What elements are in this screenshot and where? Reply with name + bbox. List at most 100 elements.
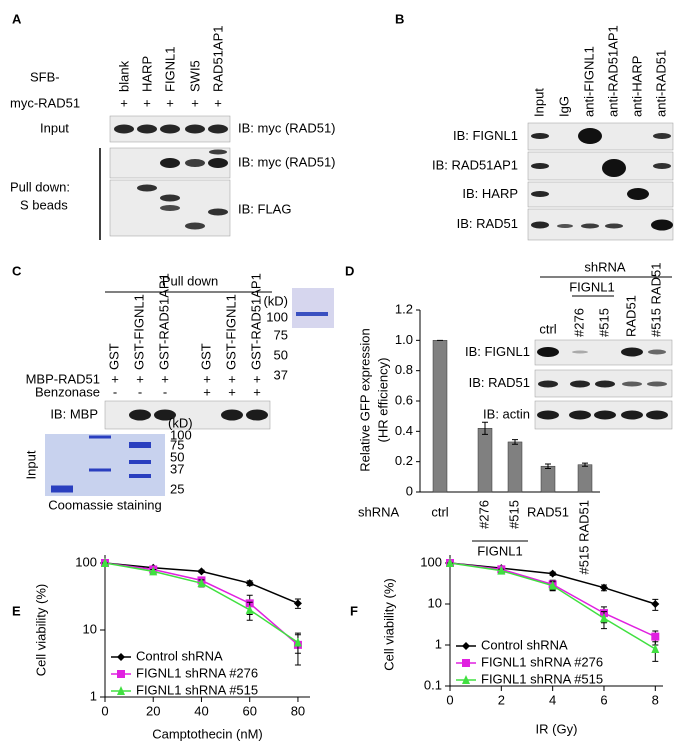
band bbox=[621, 347, 643, 357]
sign: - bbox=[113, 384, 117, 399]
gel-band bbox=[129, 474, 151, 478]
band bbox=[154, 409, 176, 421]
panel-label: A bbox=[12, 11, 22, 26]
gel-band bbox=[296, 312, 328, 316]
marker bbox=[599, 583, 608, 592]
legend-label: FIGNL1 shRNA #515 bbox=[136, 682, 258, 697]
bar bbox=[540, 465, 556, 493]
x-tick-label: ctrl bbox=[431, 504, 448, 519]
sign: + bbox=[111, 371, 119, 386]
band bbox=[605, 223, 623, 229]
error-bar bbox=[512, 439, 518, 445]
marker bbox=[197, 578, 206, 588]
marker bbox=[651, 600, 660, 608]
blot-label: IB: myc (RAD51) bbox=[238, 120, 336, 135]
panel-label: E bbox=[12, 603, 21, 618]
row-label: SFB- bbox=[30, 69, 60, 84]
band bbox=[129, 409, 151, 421]
lane-label: FIGNL1 bbox=[162, 46, 177, 92]
blot bbox=[527, 208, 674, 241]
band bbox=[621, 410, 643, 420]
y-tick-label: 0.4 bbox=[395, 423, 413, 438]
sign: + bbox=[203, 384, 211, 399]
sign: + bbox=[228, 371, 236, 386]
y-axis-label: Cell viability (%) bbox=[381, 578, 396, 670]
gel-band bbox=[129, 442, 151, 448]
gel-band bbox=[129, 460, 151, 464]
marker bbox=[651, 643, 660, 653]
marker bbox=[245, 604, 254, 614]
blot-label: IB: myc (RAD51) bbox=[238, 154, 336, 169]
sign: - bbox=[138, 384, 142, 399]
band bbox=[653, 133, 671, 139]
band bbox=[531, 191, 549, 197]
marker bbox=[462, 675, 470, 684]
band bbox=[578, 128, 602, 144]
band bbox=[557, 224, 573, 228]
panel-label: B bbox=[395, 11, 404, 26]
marker bbox=[293, 637, 302, 647]
lane-label: SWI5 bbox=[187, 60, 202, 92]
marker bbox=[548, 569, 557, 578]
y-tick-label: 10 bbox=[83, 621, 97, 636]
y-axis-label: (HR efficiency) bbox=[375, 357, 390, 442]
gel-label: (kD) bbox=[168, 415, 193, 430]
band bbox=[622, 381, 642, 387]
band bbox=[114, 124, 134, 134]
blot-label: IB: FLAG bbox=[238, 201, 291, 216]
band bbox=[572, 350, 588, 354]
band bbox=[208, 208, 228, 216]
x-tick-label: 80 bbox=[291, 703, 305, 718]
band bbox=[595, 380, 615, 388]
band bbox=[648, 349, 666, 355]
bar bbox=[477, 428, 493, 493]
band bbox=[537, 347, 559, 357]
gel-marker: 50 bbox=[170, 449, 184, 464]
x-tick-label: 6 bbox=[600, 692, 607, 707]
band bbox=[627, 188, 649, 200]
band bbox=[531, 163, 549, 169]
x-axis-label: Camptothecin (nM) bbox=[152, 726, 263, 741]
band bbox=[137, 184, 157, 192]
blot-label: IB: RAD51AP1 bbox=[432, 157, 518, 172]
blot-label: IB: FIGNL1 bbox=[465, 344, 530, 359]
lane-label: RAD51 bbox=[623, 295, 638, 337]
lane-label: ctrl bbox=[539, 321, 556, 336]
gel-marker: 100 bbox=[170, 427, 192, 442]
legend-label: FIGNL1 shRNA #276 bbox=[481, 654, 603, 669]
y-tick-label: 0.2 bbox=[395, 453, 413, 468]
sign: + bbox=[166, 95, 174, 110]
y-tick-label: 0.8 bbox=[395, 362, 413, 377]
bar bbox=[577, 464, 593, 493]
band bbox=[602, 159, 626, 177]
y-tick-label: 1 bbox=[435, 636, 442, 651]
lane-label: GST-RAD51AP1 bbox=[248, 273, 263, 370]
y-tick-label: 1 bbox=[90, 688, 97, 703]
y-axis-label: Relative GFP expression bbox=[357, 328, 372, 472]
sign: + bbox=[253, 371, 261, 386]
lane-label: GST-FIGNL1 bbox=[223, 294, 238, 370]
band bbox=[137, 124, 157, 134]
x-tick-label: 40 bbox=[194, 703, 208, 718]
row-label: myc-RAD51 bbox=[10, 95, 80, 110]
row-label: MBP-RAD51 bbox=[26, 371, 100, 386]
gel-marker: 37 bbox=[274, 367, 288, 382]
y-tick-label: 100 bbox=[420, 554, 442, 569]
marker bbox=[462, 642, 470, 650]
lane-label: RAD51AP1 bbox=[210, 26, 225, 92]
band bbox=[647, 381, 667, 387]
sign: + bbox=[143, 95, 151, 110]
lane-label: blank bbox=[116, 60, 131, 92]
band bbox=[160, 205, 180, 211]
lane-label: GST-RAD51AP1 bbox=[156, 273, 171, 370]
caption: Coomassie staining bbox=[48, 497, 161, 512]
y-tick-label: 0.1 bbox=[424, 677, 442, 692]
y-tick-label: 10 bbox=[428, 595, 442, 610]
gel-marker: 75 bbox=[170, 437, 184, 452]
marker bbox=[149, 566, 158, 576]
band bbox=[221, 409, 243, 421]
band bbox=[569, 410, 591, 420]
band bbox=[651, 219, 673, 231]
sign: + bbox=[161, 371, 169, 386]
